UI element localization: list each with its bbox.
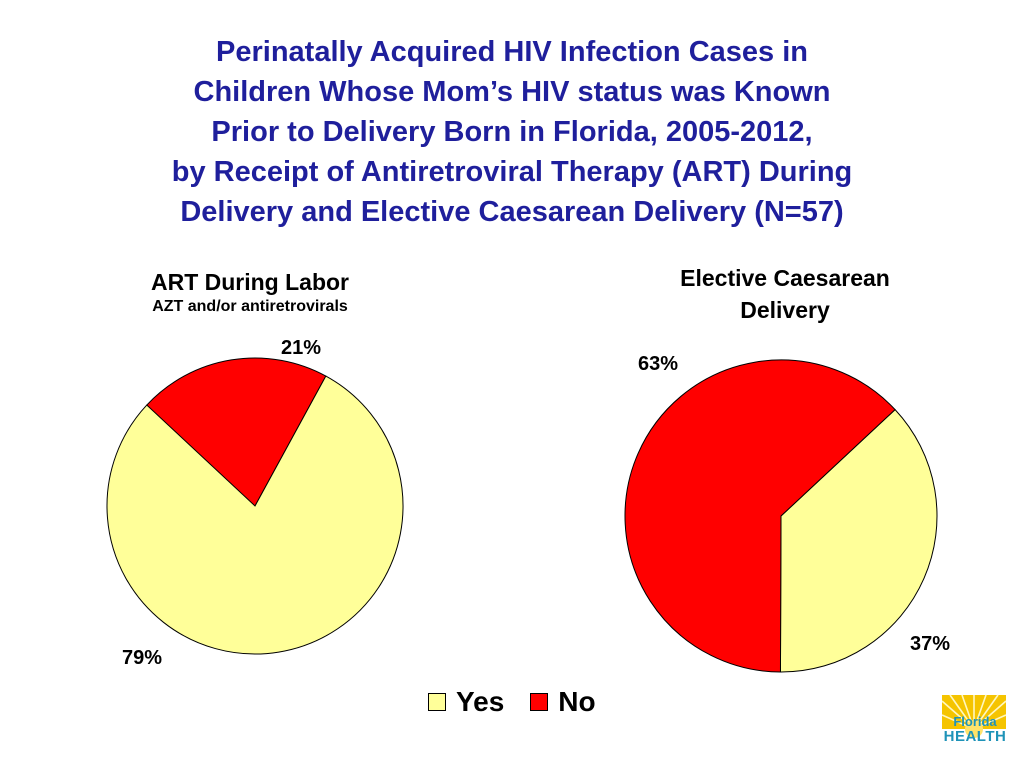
caesarean-chart-title: Elective Caesarean Delivery — [630, 262, 940, 326]
legend-swatch-yes — [428, 693, 446, 711]
caesarean-title-line: Elective Caesarean — [680, 265, 890, 291]
title-line: Prior to Delivery Born in Florida, 2005-… — [211, 116, 813, 148]
legend-item-yes: Yes — [428, 686, 504, 718]
logo-line1: Florida — [953, 714, 997, 729]
art-no-label: 21% — [281, 337, 321, 359]
caesarean-slice-yes — [779, 408, 938, 673]
caesarean-title-line: Delivery — [740, 297, 830, 323]
art-yes-label: 79% — [122, 647, 162, 669]
title-line: by Receipt of Antiretroviral Therapy (AR… — [171, 156, 853, 188]
florida-health-logo: Florida HEALTH — [942, 714, 1008, 744]
caesarean-yes-label: 37% — [910, 633, 950, 655]
legend: Yes No — [428, 684, 596, 720]
caesarean-pie — [624, 359, 938, 673]
art-pie — [106, 357, 404, 655]
slide-title: Perinatally Acquired HIV Infection Cases… — [40, 32, 984, 232]
legend-label-yes: Yes — [456, 686, 505, 717]
caesarean-no-label: 63% — [638, 353, 678, 375]
florida-health-sun-icon — [942, 694, 1006, 738]
art-slice-no — [146, 357, 327, 507]
title-line: Delivery and Elective Caesarean Delivery… — [180, 196, 844, 228]
art-chart-heading: ART During Labor — [150, 269, 350, 295]
legend-item-no: No — [530, 686, 596, 718]
legend-swatch-no — [530, 693, 549, 711]
art-chart-subtitle: AZT and/or antiretrovirals — [152, 298, 348, 315]
legend-label-no: No — [558, 686, 596, 717]
logo-line2: HEALTH — [943, 728, 1007, 745]
title-line: Perinatally Acquired HIV Infection Cases… — [216, 36, 808, 68]
art-chart-title: ART During Labor AZT and/or antiretrovir… — [90, 268, 410, 318]
caesarean-slice-no — [624, 359, 896, 673]
title-line: Children Whose Mom’s HIV status was Know… — [193, 76, 831, 108]
art-slice-yes — [106, 375, 404, 655]
